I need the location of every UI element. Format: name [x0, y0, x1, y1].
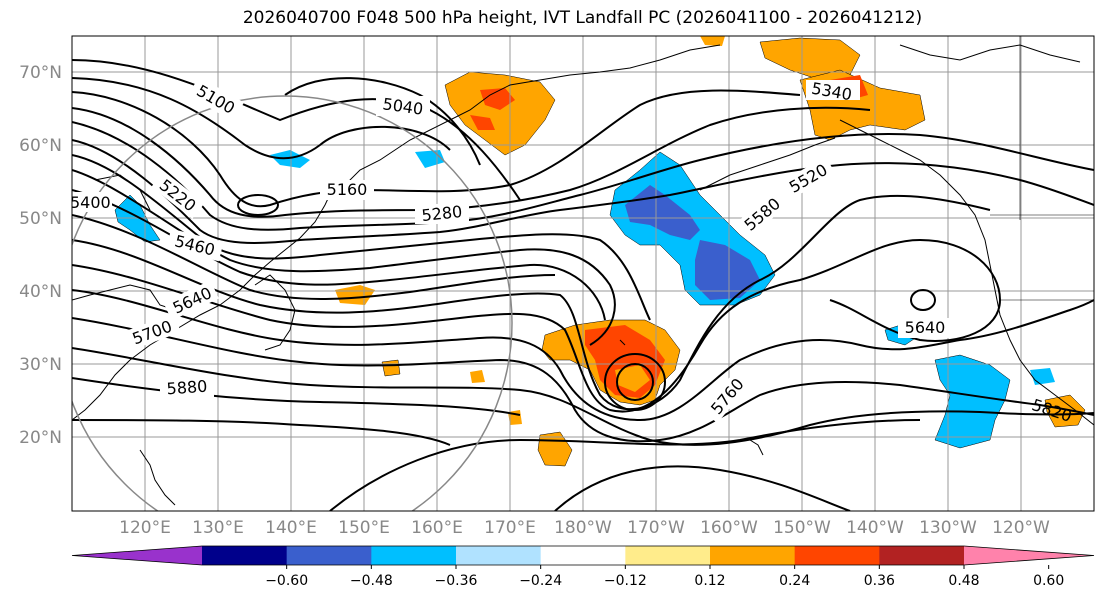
colorbar-bin [710, 546, 796, 565]
ivt-positive-region [335, 285, 375, 305]
lon-label: 170°E [484, 518, 536, 538]
colorbar-tick-label: 0.48 [948, 573, 979, 589]
lat-label: 40°N [19, 282, 62, 302]
height-contour [72, 317, 1094, 443]
height-contour [72, 89, 801, 208]
height-contours [72, 59, 1094, 511]
political-borders [990, 36, 1094, 301]
ivt-positive-region [444, 71, 556, 156]
colorbar-bin [202, 546, 288, 565]
ivt-positive-region [381, 359, 401, 377]
lat-label: 30°N [19, 355, 62, 375]
lon-label: 180°W [554, 518, 612, 538]
height-contour [72, 154, 651, 321]
lat-label: 60°N [19, 136, 62, 156]
lon-label: 150°W [773, 518, 831, 538]
height-contour [72, 238, 1002, 413]
lon-label: 130°W [919, 518, 977, 538]
latitude-labels: 70°N 60°N 50°N 40°N 30°N 20°N [19, 63, 62, 448]
height-contour [72, 347, 1094, 446]
colorbar [71, 545, 1095, 566]
colorbar-ticks: −0.60 −0.48 −0.36 −0.24 −0.12 0.12 0.24 0.36 0.4… [265, 565, 1064, 589]
lon-label: 130°E [192, 518, 244, 538]
colorbar-extend-high [964, 546, 1094, 565]
lon-label: 120°W [992, 518, 1050, 538]
height-contour [72, 419, 451, 446]
colorbar-bin [286, 546, 372, 565]
ivt-positive-region [470, 370, 485, 383]
map-title: 2026040700 F048 500 hPa height, IVT Land… [242, 8, 923, 28]
ivt-negative-region [270, 150, 310, 168]
height-contour [72, 121, 1094, 231]
ivt-positive-core [470, 115, 495, 130]
colorbar-bin [879, 546, 965, 565]
colorbar-bin [625, 546, 711, 565]
colorbar-bin [456, 546, 542, 565]
radius-circle [72, 95, 513, 511]
lat-label: 70°N [19, 63, 62, 83]
ivt-positive-core [480, 88, 515, 110]
colorbar-tick-label: 0.36 [864, 573, 895, 589]
closed-low [237, 194, 279, 216]
closed-low [910, 289, 936, 311]
contour-label: 5880 [166, 377, 208, 399]
lon-label: 160°W [700, 518, 758, 538]
contour-label: 5640 [905, 318, 946, 337]
colorbar-extend-low [72, 546, 202, 565]
colorbar-tick-label: −0.48 [350, 573, 393, 589]
lon-label: 140°W [846, 518, 904, 538]
height-contour [329, 419, 921, 511]
ivt-positive-region [1044, 394, 1086, 428]
closed-low [616, 363, 654, 401]
height-contour [72, 214, 556, 300]
colorbar-tick-label: −0.12 [604, 573, 647, 589]
lat-label: 50°N [19, 209, 62, 229]
lon-label: 170°W [627, 518, 685, 538]
height-contour [72, 377, 521, 416]
height-contour [284, 77, 481, 166]
contour-label: 5400 [70, 193, 111, 212]
contour-label: 5280 [421, 202, 463, 225]
lon-label: 140°E [265, 518, 317, 538]
height-contour [72, 194, 991, 411]
colorbar-tick-label: 0.12 [694, 573, 725, 589]
colorbar-tick-label: 0.24 [779, 573, 810, 589]
lon-label: 150°E [338, 518, 390, 538]
colorbar-outline [71, 545, 1095, 566]
colorbar-tick-label: −0.60 [265, 573, 308, 589]
lat-label: 20°N [19, 428, 62, 448]
height-contour [554, 465, 851, 511]
height-contour [72, 77, 451, 160]
ivt-negative-core [695, 240, 760, 300]
graticule [72, 36, 1094, 511]
ivt-negative-region [934, 354, 1011, 449]
colorbar-tick-label: 0.60 [1033, 573, 1064, 589]
lon-label: 160°E [411, 518, 463, 538]
ivt-positive-core [615, 365, 650, 392]
colorbar-tick-label: −0.36 [435, 573, 478, 589]
lon-label: 120°E [119, 518, 171, 538]
map-border [71, 35, 1095, 512]
colorbar-bin [371, 546, 457, 565]
ivt-positive-region [700, 36, 725, 46]
contour-label: 5160 [327, 180, 368, 199]
height-contour [72, 139, 1094, 244]
colorbar-bin [794, 546, 880, 565]
longitude-labels: 120°E 130°E 140°E 150°E 160°E 170°E 180°… [119, 518, 1050, 538]
closed-low [604, 353, 666, 411]
height-contour [72, 289, 1094, 422]
colorbar-tick-label: −0.24 [519, 573, 562, 589]
colorbar-bin [540, 546, 626, 565]
